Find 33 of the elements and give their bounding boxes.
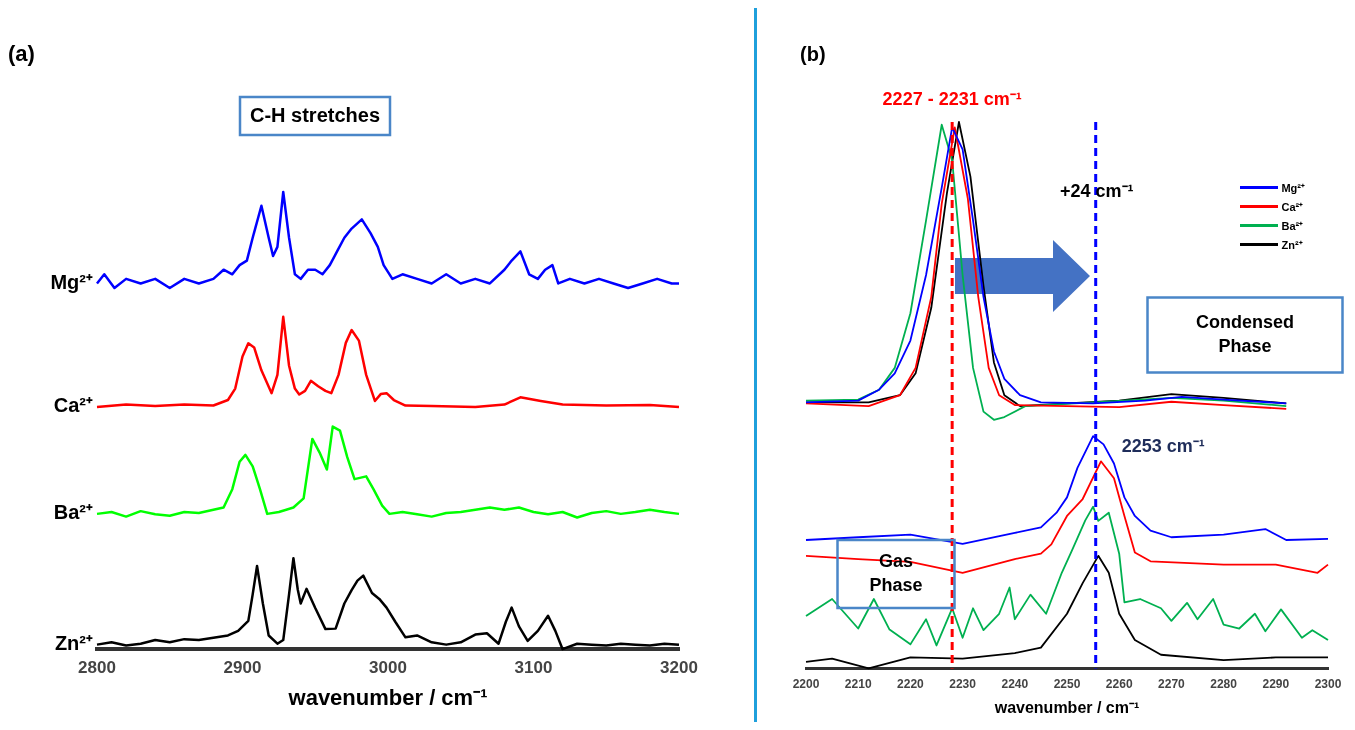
series-label: Ba²⁺ <box>53 501 93 524</box>
x-tick-label: 2200 <box>792 676 820 691</box>
text: (b) <box>800 42 826 65</box>
x-tick-label: 2800 <box>78 658 116 678</box>
series-label: Mg²⁺ <box>50 270 93 293</box>
x-tick-label: 2290 <box>1262 676 1290 691</box>
text: C-H stretches <box>249 103 381 126</box>
legend-label: Zn²⁺ <box>1281 238 1303 252</box>
x-tick-label: 2260 <box>1105 676 1133 691</box>
x-tick-label: 2240 <box>1001 676 1029 691</box>
x-tick-label: 2280 <box>1210 676 1238 691</box>
text: (a) <box>8 41 35 67</box>
ref-line-label: 2253 cm⁻¹ <box>1121 435 1205 456</box>
legend-label: Ba²⁺ <box>1281 219 1304 233</box>
x-tick-label: 2300 <box>1314 676 1342 691</box>
x-tick-label: 2210 <box>844 676 872 691</box>
x-tick-label: 2230 <box>949 676 977 691</box>
x-tick-label: 3100 <box>514 658 553 678</box>
legend-label: Mg²⁺ <box>1281 181 1305 195</box>
annotation: Condensed Phase <box>1195 311 1295 356</box>
x-tick-label: 2270 <box>1158 676 1186 691</box>
ref-line-label: 2227 - 2231 cm⁻¹ <box>882 88 1022 109</box>
legend-label: Ca²⁺ <box>1281 200 1304 214</box>
x-tick-label: 2220 <box>897 676 925 691</box>
x-tick-label: 3200 <box>660 658 698 678</box>
x-tick-label: 3000 <box>369 658 407 678</box>
series-label: Zn²⁺ <box>54 632 93 655</box>
x-axis-title: wavenumber / cm⁻¹ <box>287 684 488 710</box>
x-axis-title: wavenumber / cm⁻¹ <box>993 698 1140 716</box>
annotation: +24 cm⁻¹ <box>1060 180 1134 201</box>
x-tick-label: 2250 <box>1053 676 1081 691</box>
x-tick-label: 2900 <box>223 658 262 678</box>
series-label: Ca²⁺ <box>53 394 93 417</box>
